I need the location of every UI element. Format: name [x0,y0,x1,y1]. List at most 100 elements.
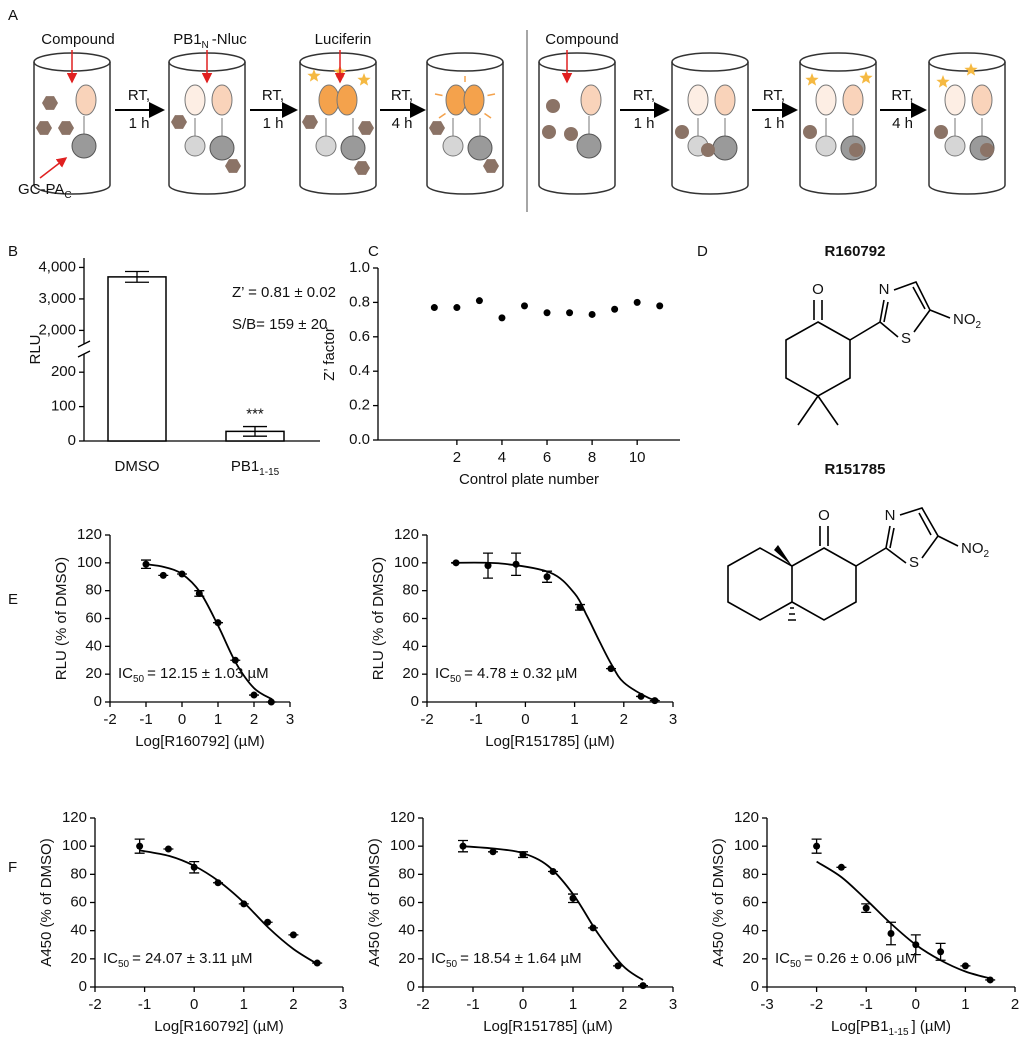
compound-icon [934,125,948,139]
x-tick-label: -2 [810,996,823,1013]
glow-ray [434,93,443,97]
point [912,941,920,949]
ic50-label: IC50 = 12.15 ± 1.03 µM [118,665,269,685]
y-axis-label: Z’ factor [321,327,338,381]
y-tick-label: 120 [734,809,759,826]
atom-label: N [885,507,896,524]
ic50-label-sub: 50 [133,674,145,685]
point [475,297,483,305]
pb1-icon [971,84,993,116]
well-rim [671,52,749,72]
pa-icon [467,135,493,161]
y-tick-label: 100 [390,837,415,854]
y-tick-label: 80 [742,865,759,882]
pb1-label-rest: -Nluc [212,31,248,48]
group-label: NO2 [961,540,990,560]
x-tick-label: -2 [416,996,429,1013]
y-tick-label: 200 [51,363,76,380]
pa-icon [340,135,366,161]
compound-icon [171,115,187,129]
compound-icon [980,143,994,157]
glow-ray [484,112,492,119]
group-label: NO2 [953,311,982,331]
y-tick-label: 60 [402,609,419,626]
point [489,848,497,856]
fit-curve [451,561,659,701]
pb1-icon [580,84,602,116]
x-tick-label: 4 [498,449,506,466]
step-condition: RT, [128,87,150,104]
well [299,62,377,195]
luciferin-star [805,73,819,86]
nluc-icon [336,84,358,116]
pa-icon [576,133,602,159]
x-tick-label: 2 [289,996,297,1013]
error-bar [125,270,149,283]
nluc-icon [463,84,485,116]
step-time: 4 h [892,115,913,132]
x-axis-label: Log[PB11-15] (µM) [831,1018,951,1038]
well [168,62,246,195]
y-tick-label: 0 [94,693,102,710]
y-tick-label: 0.2 [349,397,370,414]
y-tick-label: 80 [398,865,415,882]
y-tick-label: 120 [390,809,415,826]
y-tick-label: 0.0 [349,431,370,448]
fit-curve [462,845,644,981]
point [961,962,969,970]
point [267,698,275,706]
x-tick-label: 1 [214,711,222,728]
x-tick-label: -1 [860,996,873,1013]
point [142,560,150,568]
point [651,697,659,705]
panel-label: B [8,243,18,260]
pb1-label-main: PB1 [173,31,201,48]
ic50-label-sub: 50 [790,959,802,970]
point [566,309,574,317]
compound-icon [542,125,556,139]
y-tick-label: 0 [751,978,759,995]
x-tick-label: PB11-15 [231,458,280,478]
ic50-label-main: IC [118,665,133,682]
step-time: 1 h [263,115,284,132]
atom-label: O [818,507,830,524]
ic50-label-rest: = 18.54 ± 1.64 µM [460,950,582,967]
panel-label: A [8,7,18,24]
ic50-label-sub: 50 [446,959,458,970]
point [639,982,647,990]
y-tick-label: 40 [402,637,419,654]
atom-label: O [812,281,824,298]
luciferin-label: Luciferin [315,31,372,48]
compound-icon [701,143,715,157]
luciferin-star [964,63,978,76]
point [520,302,528,310]
panel-label: D [697,243,708,260]
pa-icon [184,135,206,157]
x-axis-label: Log[R160792] (µM) [154,1018,284,1035]
y-tick-label: 0.8 [349,293,370,310]
x-tick-label: 0 [519,996,527,1013]
x-tick-label-main: PB1 [231,458,259,475]
y-axis-label: A450 (% of DMSO) [38,838,55,966]
point [195,589,203,597]
x-tick-label: 0 [178,711,186,728]
annotation: S/B= 159 ± 20 [232,316,327,333]
pb1-icon [714,84,736,116]
step-condition: RT, [391,87,413,104]
point [214,619,222,627]
fit-curve [145,563,273,701]
ic50-label-rest: = 12.15 ± 1.03 µM [147,665,269,682]
compound-icon [546,99,560,113]
group-label-sub: 2 [976,320,982,331]
point [214,879,222,887]
luciferin-star [307,69,321,82]
point [588,310,596,318]
point [178,570,186,578]
point [937,948,945,956]
x-tick-label: 8 [588,449,596,466]
gc-label-main: GC-PA [18,181,64,198]
step-condition: RT, [262,87,284,104]
y-tick-label: 4,000 [38,258,76,275]
compound-icon [483,159,499,173]
